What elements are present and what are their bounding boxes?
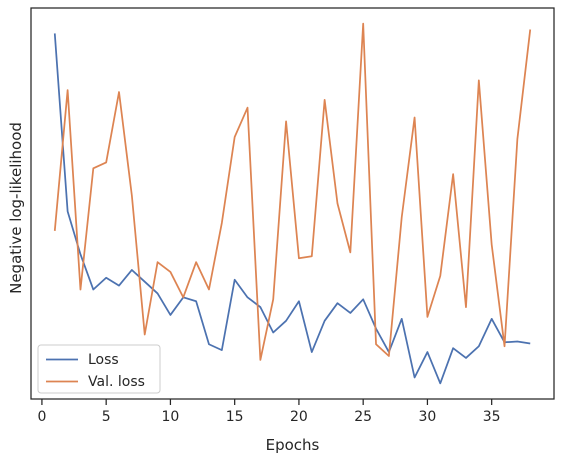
series-lines [53,22,532,385]
x-tick-label: 30 [419,409,437,425]
plot-frame [30,7,555,400]
x-tick-label: 5 [102,409,111,425]
legend: Loss Val. loss [37,344,161,394]
x-tick-label: 20 [290,409,308,425]
series-line-loss [53,33,531,385]
series-line-val-loss [53,22,532,361]
x-tick-label: 10 [162,409,180,425]
x-tick-label: 35 [483,409,501,425]
x-tick-label: 25 [354,409,372,425]
x-tick-label: 0 [37,409,46,425]
x-tick-label: 15 [226,409,244,425]
y-axis-label: Negative log-likelihood [7,122,25,294]
x-axis-ticks: 0 5 10 15 20 25 30 35 [37,399,501,425]
legend-label-loss: Loss [88,352,119,368]
x-axis-label: Epochs [266,436,320,454]
legend-label-val-loss: Val. loss [88,374,145,390]
